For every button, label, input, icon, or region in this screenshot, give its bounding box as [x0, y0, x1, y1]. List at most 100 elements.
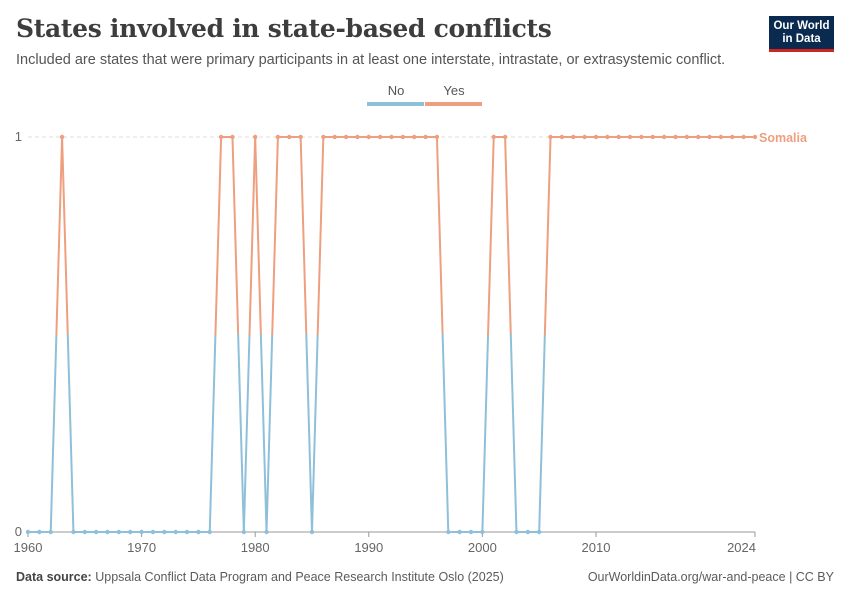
data-point [207, 529, 212, 535]
data-point [707, 134, 712, 140]
data-point [37, 529, 42, 535]
data-point [377, 134, 383, 140]
series-segment [509, 333, 518, 533]
data-point [684, 134, 690, 140]
data-point [514, 529, 519, 535]
data-point [93, 529, 99, 535]
data-point [548, 134, 553, 140]
series-segment [259, 333, 268, 533]
data-point [162, 529, 167, 535]
data-point [696, 134, 701, 140]
series-segment [538, 333, 546, 533]
data-point [536, 529, 542, 535]
owid-logo[interactable]: Our World in Data [769, 16, 834, 52]
data-point [343, 134, 349, 140]
data-point [298, 134, 303, 140]
data-point [627, 134, 633, 140]
data-point [287, 134, 292, 140]
data-point [525, 529, 531, 535]
legend-label: No [388, 83, 405, 98]
data-point [389, 134, 394, 140]
x-tick-label: 2024 [727, 540, 756, 555]
chart-title: States involved in state-based conflicts [16, 14, 552, 43]
data-point [48, 529, 53, 535]
data-point [605, 134, 610, 140]
data-point [196, 529, 201, 535]
data-point [275, 134, 281, 140]
data-point [139, 529, 144, 535]
y-tick-label: 0 [15, 524, 22, 539]
legend-swatch [367, 102, 424, 106]
logo-line-1: Our World [773, 20, 830, 32]
series-segment [49, 333, 58, 533]
series-segment [299, 136, 308, 336]
series-label: Somalia [759, 131, 808, 145]
data-point [661, 134, 667, 140]
data-point [105, 529, 110, 535]
data-point [593, 134, 599, 140]
series-segment [316, 136, 325, 336]
data-point [730, 134, 735, 140]
legend-swatch [425, 102, 482, 106]
source-url[interactable]: OurWorldinData.org/war-and-peace | CC BY [587, 570, 834, 584]
series-segment [66, 333, 75, 533]
x-tick-label: 1970 [127, 540, 156, 555]
data-point [128, 529, 133, 535]
series-segment [435, 136, 444, 336]
series-segment [481, 333, 490, 533]
series-segment [487, 136, 495, 336]
data-point [582, 134, 587, 140]
series-segment [248, 136, 257, 336]
data-point [309, 529, 315, 535]
x-tick-label: 1960 [14, 540, 43, 555]
series-segment [310, 333, 319, 533]
data-point [252, 134, 258, 140]
data-point [434, 134, 440, 140]
data-point [741, 134, 746, 140]
data-point [25, 529, 31, 535]
data-point [480, 529, 485, 535]
series-segment [305, 333, 313, 533]
series-segment [543, 136, 552, 336]
data-point [446, 529, 451, 535]
data-point [355, 134, 360, 140]
data-point [468, 529, 474, 535]
data-point [412, 134, 417, 140]
x-tick-label: 2010 [582, 540, 611, 555]
x-tick-label: 1980 [241, 540, 270, 555]
series-segment [231, 136, 240, 336]
series-segment [441, 333, 450, 533]
data-point [400, 134, 406, 140]
data-point [150, 529, 156, 535]
data-point [59, 134, 65, 140]
x-tick-label: 2000 [468, 540, 497, 555]
data-point [116, 529, 122, 535]
logo-line-2: in Data [782, 32, 821, 45]
series-segment [242, 333, 251, 533]
data-point [718, 134, 724, 140]
data-point [321, 134, 326, 140]
data-point [366, 134, 371, 140]
data-point [332, 134, 337, 140]
data-point [752, 134, 758, 140]
data-source: Data source: Uppsala Conflict Data Progr… [16, 570, 504, 584]
data-point [616, 134, 621, 140]
series-segment [61, 136, 69, 336]
data-point [264, 529, 269, 535]
data-point [173, 529, 178, 535]
data-point [502, 134, 508, 140]
series-segment [254, 136, 262, 336]
data-source-text: Uppsala Conflict Data Program and Peace … [95, 570, 504, 584]
data-point [82, 529, 87, 535]
data-point [650, 134, 655, 140]
series-segment [504, 136, 512, 336]
series-segment [55, 136, 64, 336]
data-point [457, 529, 462, 535]
data-point [184, 529, 190, 535]
data-point [559, 134, 565, 140]
data-point [230, 134, 235, 140]
series-segment [271, 136, 279, 336]
x-tick-label: 1990 [354, 540, 383, 555]
chart-subtitle: Included are states that were primary pa… [16, 52, 726, 68]
